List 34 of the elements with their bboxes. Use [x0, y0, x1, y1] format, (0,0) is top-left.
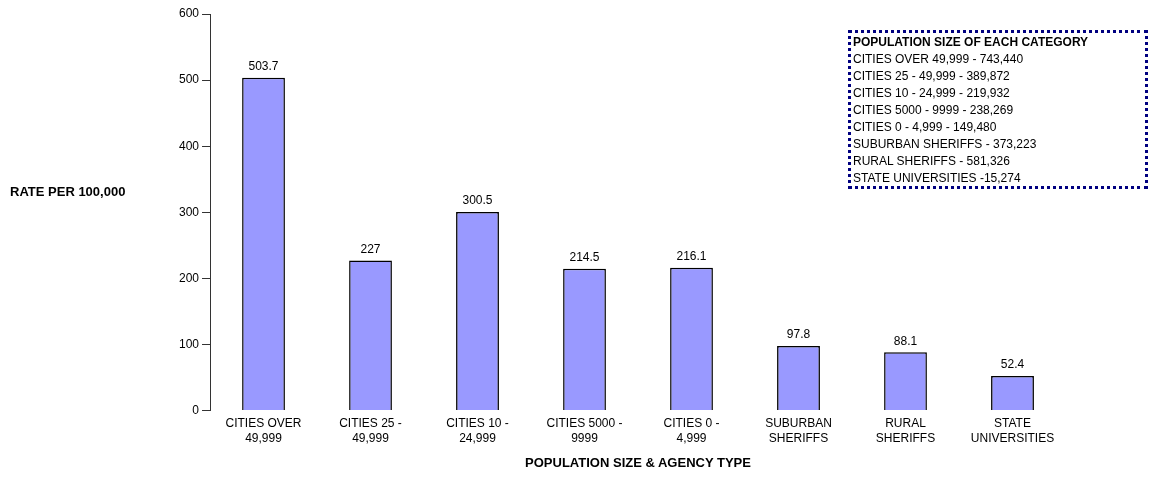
y-tick-label: 500	[178, 72, 200, 87]
annotation: POPULATION SIZE OF EACH CATEGORY	[853, 34, 1090, 51]
x-tick-label: SUBURBAN SHERIFFS	[765, 416, 832, 445]
data-label: 97.8	[786, 327, 811, 342]
y-tick-label: 400	[178, 138, 200, 153]
data-label: 227	[360, 241, 381, 256]
y-tick-label: 100	[178, 336, 200, 351]
annotation: RURAL SHERIFFS - 581,326	[853, 153, 1011, 170]
x-axis-title: POPULATION SIZE & AGENCY TYPE	[525, 454, 752, 470]
data-label: 88.1	[893, 333, 918, 348]
annotation: CITIES 5000 - 9999 - 238,269	[853, 102, 1015, 119]
y-axis-title: RATE PER 100,000	[10, 184, 126, 200]
annotation: CITIES 25 - 49,999 - 389,872	[853, 68, 1011, 85]
y-tick-label: 0	[192, 402, 200, 417]
x-tick-label: CITIES 5000 - 9999	[546, 416, 623, 445]
x-tick-label: CITIES 25 - 49,999	[339, 416, 402, 445]
data-label: 503.7	[248, 58, 279, 73]
x-tick-label: CITIES OVER 49,999	[225, 416, 302, 445]
data-label: 216.1	[676, 249, 707, 264]
y-tick-label: 200	[178, 270, 200, 285]
annotation: CITIES 0 - 4,999 - 149,480	[853, 119, 998, 136]
data-label: 300.5	[462, 193, 493, 208]
annotation: CITIES 10 - 24,999 - 219,932	[853, 85, 1011, 102]
data-label: 214.5	[569, 250, 600, 265]
x-tick-label: CITIES 0 - 4,999	[663, 416, 720, 445]
annotation: SUBURBAN SHERIFFS - 373,223	[853, 136, 1038, 153]
annotation: CITIES OVER 49,999 - 743,440	[853, 51, 1025, 68]
x-tick-label: CITIES 10 - 24,999	[446, 416, 509, 445]
annotation: STATE UNIVERSITIES -15,274	[853, 170, 1022, 187]
x-tick-label: RURAL SHERIFFS	[875, 416, 936, 445]
y-tick-label: 600	[178, 6, 200, 21]
data-label: 52.4	[1000, 357, 1025, 372]
y-tick-label: 300	[178, 204, 200, 219]
x-tick-label: STATE UNIVERSITIES	[970, 416, 1055, 445]
